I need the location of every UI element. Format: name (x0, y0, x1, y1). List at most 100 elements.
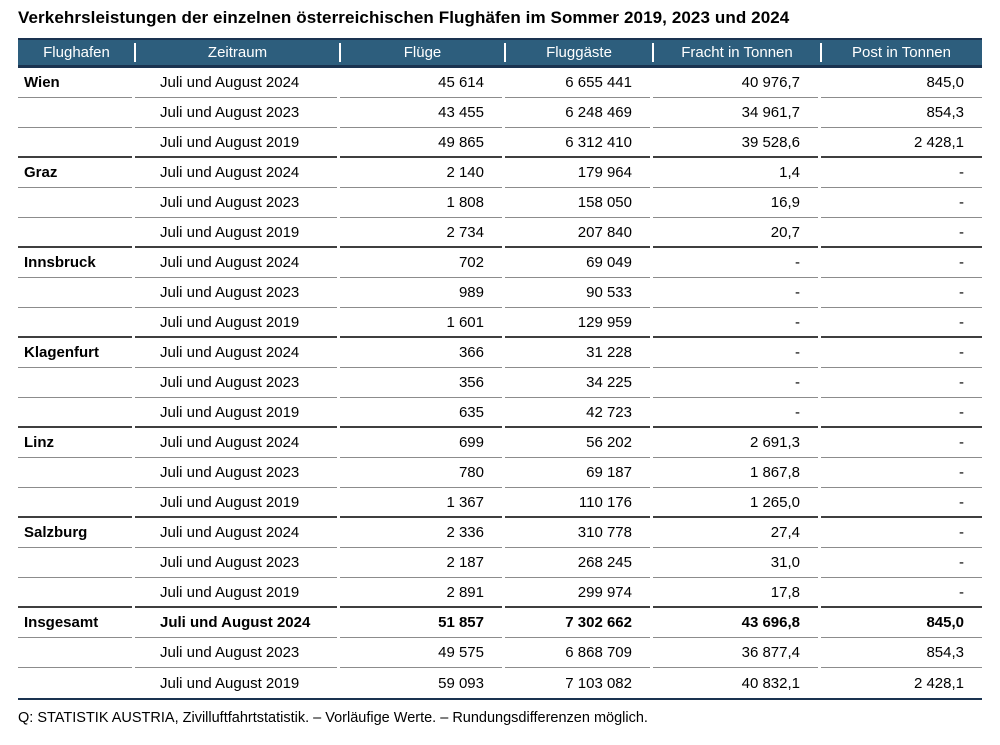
traffic-table: Flughafen Zeitraum Flüge Fluggäste Frach… (18, 38, 982, 700)
post-cell: - (821, 278, 982, 308)
airport-name (18, 668, 132, 698)
fracht-cell: 40 832,1 (741, 674, 800, 692)
post-cell: - (821, 188, 982, 218)
col-header-post: Post in Tonnen (821, 40, 982, 65)
post-cell: - (821, 368, 982, 398)
table-row: Juli und August 2023 989 90 533 - - (18, 278, 982, 308)
fluege-cell: 2 140 (340, 158, 502, 188)
zeitraum-cell: Juli und August 2019 (135, 128, 337, 158)
fracht-cell: 36 877,4 (653, 638, 818, 668)
fluggaeste-cell: 268 245 (505, 548, 650, 578)
fluege-cell: 2 734 (340, 218, 502, 248)
fluege-cell: 59 093 (438, 674, 484, 692)
table-row: Juli und August 2019 1 367 110 176 1 265… (18, 488, 982, 518)
post-cell: - (821, 458, 982, 488)
col-header-fluege: Flüge (340, 40, 506, 65)
fracht-cell: 1,4 (653, 158, 818, 188)
fluege-cell: 43 455 (340, 98, 502, 128)
post-cell: - (821, 248, 982, 278)
fluggaeste-cell: 56 202 (505, 428, 650, 458)
fluggaeste-cell: 69 049 (505, 248, 650, 278)
fluggaeste-cell: 34 225 (505, 368, 650, 398)
fluggaeste-cell: 7 103 082 (565, 674, 632, 692)
fluege-cell: 2 891 (340, 578, 502, 608)
table-row: Wien Juli und August 2024 45 614 6 655 4… (18, 68, 982, 98)
fracht-cell: - (653, 338, 818, 368)
table-row: Graz Juli und August 2024 2 140 179 964 … (18, 158, 982, 188)
zeitraum-cell: Juli und August 2023 (135, 458, 337, 488)
fluggaeste-cell: 129 959 (505, 308, 650, 338)
post-cell: 854,3 (821, 638, 982, 668)
zeitraum-cell: Juli und August 2023 (135, 548, 337, 578)
airport-name: Salzburg (18, 518, 132, 548)
post-cell: 845,0 (821, 68, 982, 98)
fracht-cell: 31,0 (653, 548, 818, 578)
airport-name (18, 308, 132, 338)
post-cell: - (821, 158, 982, 188)
fracht-cell: 39 528,6 (653, 128, 818, 158)
table-row: Juli und August 2019 2 734 207 840 20,7 … (18, 218, 982, 248)
fluege-cell: 1 601 (340, 308, 502, 338)
table-row: Juli und August 2023 2 187 268 245 31,0 … (18, 548, 982, 578)
fluege-cell: 702 (340, 248, 502, 278)
fluggaeste-cell: 6 655 441 (505, 68, 650, 98)
zeitraum-cell: Juli und August 2024 (135, 608, 337, 638)
fracht-cell: 20,7 (653, 218, 818, 248)
fracht-cell: 43 696,8 (653, 608, 818, 638)
zeitraum-cell: Juli und August 2024 (135, 248, 337, 278)
col-header-flughafen: Flughafen (18, 40, 136, 65)
fluege-cell: 699 (340, 428, 502, 458)
table-row: Linz Juli und August 2024 699 56 202 2 6… (18, 428, 982, 458)
fluege-cell: 366 (340, 338, 502, 368)
fracht-cell: 16,9 (653, 188, 818, 218)
airport-name (18, 128, 132, 158)
zeitraum-cell: Juli und August 2019 (135, 488, 337, 518)
fluggaeste-cell: 158 050 (505, 188, 650, 218)
airport-name (18, 638, 132, 668)
table-row: Juli und August 2023 49 575 6 868 709 36… (18, 638, 982, 668)
source-note: Q: STATISTIK AUSTRIA, Zivilluftfahrtstat… (18, 710, 648, 726)
zeitraum-cell: Juli und August 2023 (135, 638, 337, 668)
fluege-cell: 51 857 (340, 608, 502, 638)
table-row: Juli und August 2019 2 891 299 974 17,8 … (18, 578, 982, 608)
post-cell: - (821, 308, 982, 338)
fluege-cell: 49 575 (340, 638, 502, 668)
zeitraum-cell: Juli und August 2023 (135, 278, 337, 308)
fracht-cell: 40 976,7 (653, 68, 818, 98)
post-cell: 854,3 (821, 98, 982, 128)
table-row: Klagenfurt Juli und August 2024 366 31 2… (18, 338, 982, 368)
fluege-cell: 356 (340, 368, 502, 398)
zeitraum-cell: Juli und August 2019 (160, 674, 300, 692)
table-row: Juli und August 2023 356 34 225 - - (18, 368, 982, 398)
post-cell: - (821, 338, 982, 368)
airport-name: Wien (18, 68, 132, 98)
fracht-cell: 1 867,8 (653, 458, 818, 488)
post-cell: - (821, 428, 982, 458)
airport-name (18, 398, 132, 428)
fluggaeste-cell: 31 228 (505, 338, 650, 368)
fluggaeste-cell: 42 723 (505, 398, 650, 428)
fluege-cell: 49 865 (340, 128, 502, 158)
fluggaeste-cell: 6 868 709 (505, 638, 650, 668)
col-header-fluggaeste: Fluggäste (505, 40, 654, 65)
fracht-cell: 17,8 (653, 578, 818, 608)
post-cell: - (821, 548, 982, 578)
fracht-cell: - (653, 248, 818, 278)
fluggaeste-cell: 7 302 662 (505, 608, 650, 638)
fluege-cell: 1 367 (340, 488, 502, 518)
fluege-cell: 780 (340, 458, 502, 488)
fluege-cell: 1 808 (340, 188, 502, 218)
col-header-fracht: Fracht in Tonnen (653, 40, 822, 65)
airport-name: Graz (18, 158, 132, 188)
table-row: Juli und August 2023 1 808 158 050 16,9 … (18, 188, 982, 218)
fracht-cell: - (653, 368, 818, 398)
zeitraum-cell: Juli und August 2024 (135, 428, 337, 458)
fracht-cell: - (653, 308, 818, 338)
fracht-cell: - (653, 278, 818, 308)
fluggaeste-cell: 179 964 (505, 158, 650, 188)
table-row: Juli und August 2019 49 865 6 312 410 39… (18, 128, 982, 158)
fluggaeste-cell: 6 312 410 (505, 128, 650, 158)
table-row: Juli und August 2023 780 69 187 1 867,8 … (18, 458, 982, 488)
fracht-cell: - (653, 398, 818, 428)
airport-name: Insgesamt (18, 608, 132, 638)
